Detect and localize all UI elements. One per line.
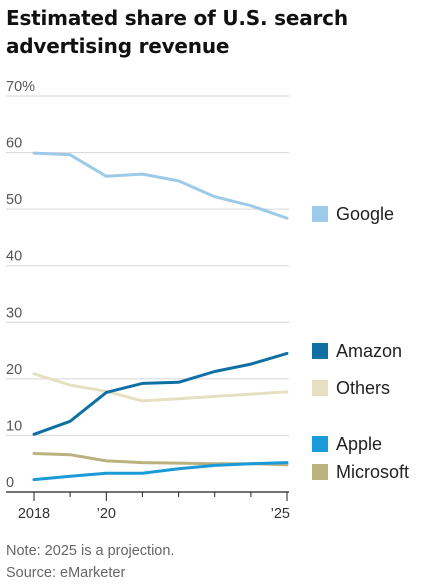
series-line-amazon [32, 351, 289, 436]
legend-label: Google [336, 204, 394, 224]
y-tick-label: 0 [6, 475, 14, 491]
legend: Google Amazon Others Apple Microsoft [312, 204, 409, 482]
line-chart: 0 10 20 30 40 50 60 70% 2018 ’20 ’25 Google Amazon… [6, 79, 409, 522]
legend-swatch [312, 436, 328, 452]
x-tick-label: 2018 [18, 506, 50, 522]
y-tick-label: 50 [6, 192, 22, 208]
chart-source: Source: eMarketer [6, 565, 126, 581]
legend-swatch [312, 343, 328, 359]
y-tick-label: 60 [6, 136, 22, 152]
series-lines [32, 151, 289, 482]
chart-title: Estimated share of U.S. search advertisi… [6, 6, 348, 58]
legend-label: Apple [336, 434, 382, 454]
x-axis: 2018 ’20 ’25 [6, 491, 290, 522]
series-line-others [32, 372, 289, 403]
legend-item-others: Others [312, 378, 390, 398]
legend-item-google: Google [312, 204, 394, 224]
y-tick-label: 10 [6, 418, 22, 434]
series-line-google [32, 151, 289, 220]
legend-item-microsoft: Microsoft [312, 462, 409, 482]
legend-swatch [312, 380, 328, 396]
x-tick-label: ’20 [97, 506, 116, 522]
legend-item-amazon: Amazon [312, 341, 402, 361]
legend-label: Microsoft [336, 462, 409, 482]
legend-swatch [312, 206, 328, 222]
x-tick-label: ’25 [271, 506, 290, 522]
legend-label: Others [336, 378, 390, 398]
y-tick-label: 30 [6, 305, 22, 321]
chart-note: Note: 2025 is a projection. [6, 543, 175, 559]
y-tick-label: 70% [6, 79, 35, 95]
y-tick-label: 20 [6, 362, 22, 378]
legend-item-apple: Apple [312, 434, 382, 454]
y-axis-ticks: 0 10 20 30 40 50 60 70% [6, 79, 35, 491]
legend-swatch [312, 464, 328, 480]
series-line-apple [32, 461, 289, 482]
legend-label: Amazon [336, 341, 402, 361]
y-tick-label: 40 [6, 249, 22, 265]
